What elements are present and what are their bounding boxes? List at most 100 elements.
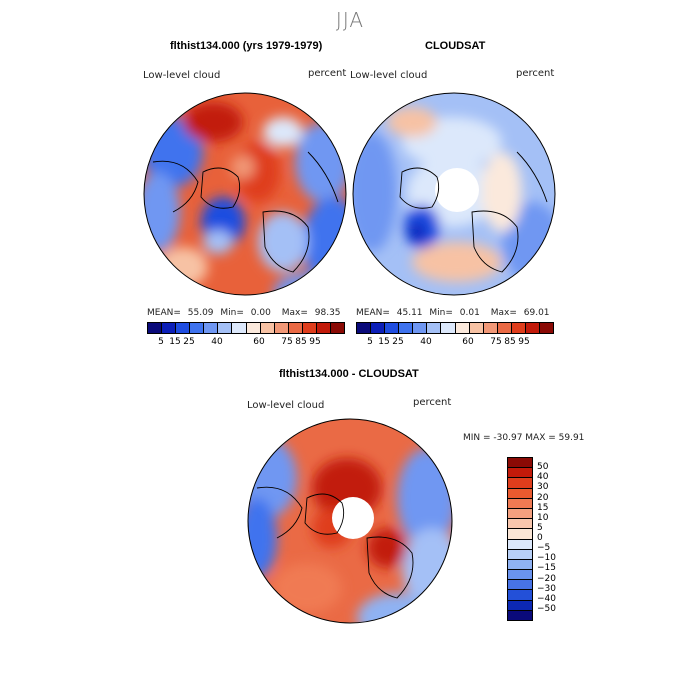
colorbar-swatch <box>357 323 372 333</box>
map-cloudsat-low-cloud <box>352 92 556 296</box>
colorbar-swatch <box>288 323 303 333</box>
colorbar-tick-label: 25 <box>183 337 195 347</box>
colorbar-swatch <box>508 539 532 550</box>
colorbar-tick-label: 75 <box>490 337 502 347</box>
colorbar-swatch <box>371 323 386 333</box>
colorbar-tick-label: −15 <box>537 563 556 574</box>
colorbar-swatch <box>246 323 261 333</box>
colorbar-tick-label: 15 <box>169 337 181 347</box>
panel-diff-title: flthist134.000 - CLOUDSAT <box>279 368 419 380</box>
colorbar-tick-label: 95 <box>518 337 530 347</box>
colorbar-tick-label: −40 <box>537 593 556 604</box>
panel-diff-minmax: MIN = -30.97 MAX = 59.91 <box>463 433 585 443</box>
max-label: Max= <box>490 308 517 318</box>
colorbar-tick-label: 15 <box>378 337 390 347</box>
colorbar-tick-label: 5 <box>367 337 373 347</box>
colorbar-swatch <box>232 323 247 333</box>
colorbar-swatch <box>385 323 400 333</box>
colorbar-swatch <box>508 580 532 591</box>
panel-left-units: percent <box>308 68 347 79</box>
colorbar-tick-label: −50 <box>537 603 556 614</box>
colorbar-swatch <box>508 549 532 560</box>
colorbar-swatch <box>483 323 498 333</box>
colorbar-swatch <box>176 323 191 333</box>
colorbar-tick-label: 30 <box>537 482 549 493</box>
min-label: Min= <box>429 308 453 318</box>
colorbar-swatch <box>148 323 163 333</box>
colorbar-swatch <box>508 559 532 571</box>
mean-label: MEAN= <box>147 308 181 318</box>
colorbar-swatch <box>508 468 532 479</box>
colorbar-tick-label: 5 <box>537 522 543 533</box>
season-title: JJA <box>335 8 365 32</box>
colorbar-right <box>356 322 554 334</box>
mean-value: 55.09 <box>187 308 214 318</box>
colorbar-swatch <box>508 529 532 540</box>
colorbar-swatch <box>508 600 532 611</box>
colorbar-tick-label: 95 <box>309 337 321 347</box>
colorbar-tick-label: 60 <box>253 337 265 347</box>
panel-right-stats: MEAN= 45.11 Min= 0.01 Max= 69.01 <box>356 308 550 318</box>
mean-label: MEAN= <box>356 308 390 318</box>
colorbar-tick-label: −20 <box>537 573 556 584</box>
colorbar-swatch <box>508 458 532 469</box>
panel-right-field-label: Low-level cloud <box>350 70 428 81</box>
colorbar-swatch <box>508 570 532 581</box>
colorbar-swatch <box>399 323 414 333</box>
min-label: Min= <box>220 308 244 318</box>
colorbar-diff <box>507 457 533 621</box>
min-value: 0.01 <box>459 308 480 318</box>
colorbar-swatch <box>455 323 470 333</box>
colorbar-tick-label: 40 <box>537 472 549 483</box>
map-model-low-cloud <box>143 92 347 296</box>
colorbar-swatch <box>274 323 289 333</box>
map-difference-low-cloud <box>247 418 453 624</box>
colorbar-tick-label: −30 <box>537 583 556 594</box>
colorbar-left <box>147 322 345 334</box>
colorbar-tick-label: 75 <box>281 337 293 347</box>
colorbar-swatch <box>511 323 526 333</box>
panel-right-units: percent <box>516 68 555 79</box>
max-label: Max= <box>281 308 308 318</box>
colorbar-swatch <box>331 323 345 333</box>
panel-diff-field-label: Low-level cloud <box>247 400 325 411</box>
min-value: 0.00 <box>250 308 271 318</box>
colorbar-tick-label: 25 <box>392 337 404 347</box>
colorbar-swatch <box>302 323 317 333</box>
colorbar-swatch <box>497 323 512 333</box>
panel-diff-units: percent <box>413 397 452 408</box>
panel-left-stats: MEAN= 55.09 Min= 0.00 Max= 98.35 <box>147 308 341 318</box>
colorbar-swatch <box>413 323 428 333</box>
colorbar-swatch <box>162 323 177 333</box>
colorbar-swatch <box>427 323 442 333</box>
colorbar-swatch <box>525 323 541 333</box>
colorbar-tick-label: 85 <box>295 337 307 347</box>
colorbar-swatch <box>508 498 532 509</box>
colorbar-swatch <box>218 323 233 333</box>
panel-right-title: CLOUDSAT <box>425 40 486 52</box>
colorbar-swatch <box>508 478 532 489</box>
colorbar-swatch <box>540 323 554 333</box>
colorbar-swatch <box>260 323 275 333</box>
colorbar-swatch <box>508 590 532 601</box>
colorbar-tick-label: 50 <box>537 462 549 473</box>
colorbar-tick-label: 20 <box>537 492 549 503</box>
colorbar-swatch <box>441 323 456 333</box>
colorbar-tick-label: 60 <box>462 337 474 347</box>
colorbar-tick-label: 85 <box>504 337 516 347</box>
colorbar-swatch <box>508 610 532 620</box>
colorbar-tick-label: 40 <box>211 337 223 347</box>
colorbar-swatch <box>508 488 532 499</box>
colorbar-tick-label: −5 <box>537 543 551 554</box>
colorbar-swatch <box>204 323 219 333</box>
colorbar-swatch <box>508 508 532 520</box>
colorbar-swatch <box>508 519 532 530</box>
colorbar-tick-label: 5 <box>158 337 164 347</box>
colorbar-tick-label: 40 <box>420 337 432 347</box>
colorbar-tick-label: −10 <box>537 553 556 564</box>
panel-left-title: flthist134.000 (yrs 1979-1979) <box>170 40 323 52</box>
colorbar-tick-label: 10 <box>537 512 549 523</box>
max-value: 69.01 <box>523 308 550 318</box>
mean-value: 45.11 <box>396 308 423 318</box>
max-value: 98.35 <box>314 308 341 318</box>
